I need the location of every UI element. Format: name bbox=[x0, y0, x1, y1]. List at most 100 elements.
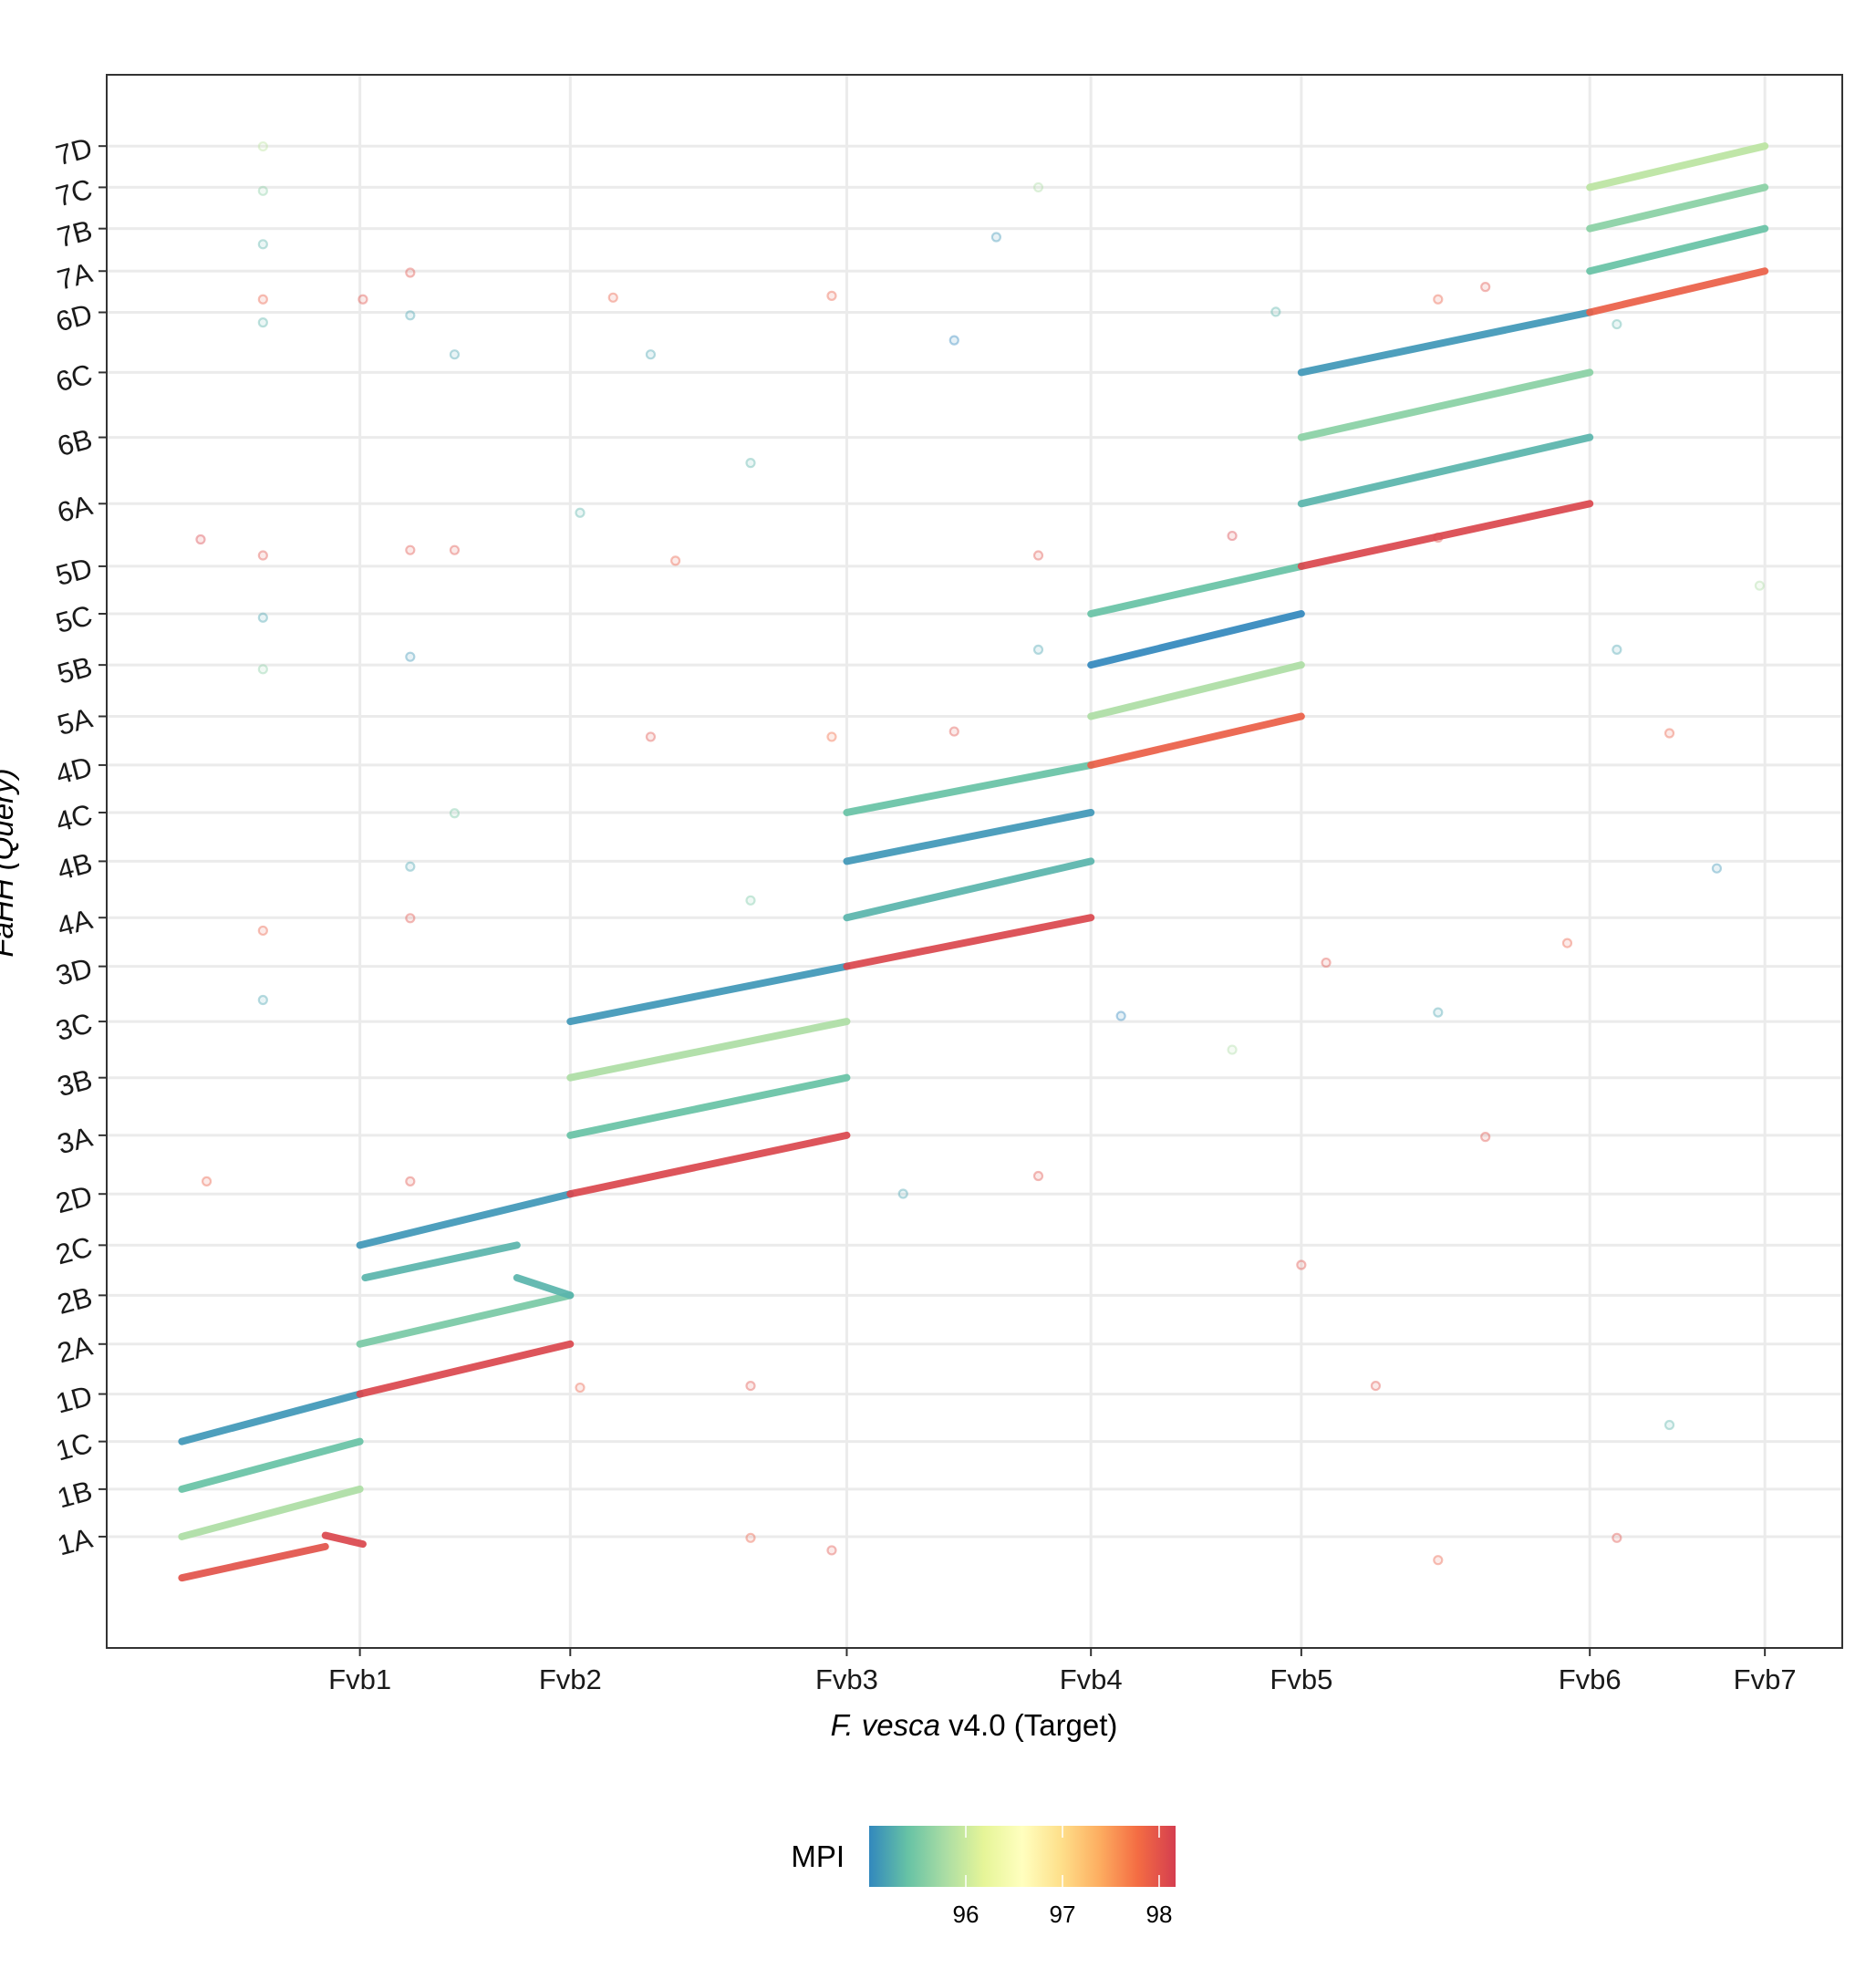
scatter-point bbox=[897, 1188, 908, 1199]
x-tick-label: Fvb3 bbox=[815, 1663, 878, 1695]
alignment-segment bbox=[1297, 368, 1594, 441]
scatter-point bbox=[405, 651, 416, 662]
y-tick-label: 7B bbox=[54, 214, 96, 254]
y-tick-label: 3D bbox=[52, 952, 95, 992]
scatter-point bbox=[645, 731, 657, 742]
y-tick-label: 1D bbox=[52, 1380, 95, 1420]
scatter-point bbox=[405, 913, 416, 924]
y-tick-label: 5D bbox=[52, 552, 95, 592]
y-tick-label: 6C bbox=[52, 357, 95, 398]
alignment-segment bbox=[1087, 712, 1305, 769]
x-tick-label: Fvb1 bbox=[328, 1663, 391, 1695]
scatter-point bbox=[745, 458, 756, 469]
alignment-segment bbox=[566, 962, 851, 1026]
x-axis: Fvb1 Fvb2 Fvb3 Fvb4 Fvb5 Fvb6 Fvb7 bbox=[328, 1648, 1797, 1695]
scatter-point bbox=[405, 1176, 416, 1186]
scatter-point bbox=[1032, 181, 1044, 193]
gridlines bbox=[107, 75, 1842, 1648]
scatter-point bbox=[257, 550, 268, 561]
y-tick-label: 4D bbox=[52, 751, 95, 791]
scatter-point bbox=[257, 185, 268, 196]
scatter-point bbox=[195, 534, 206, 545]
scatter-point bbox=[990, 232, 1001, 243]
scatter-point bbox=[201, 1176, 212, 1186]
y-axis: 1A 1B 1C 1D 2A 2B 2C 2D 3A 3B 3C 3D 4A 4B 4C 4D 5A 5B 5C 5D… bbox=[52, 131, 107, 1562]
scatter-point bbox=[358, 294, 368, 305]
scatter-point bbox=[1115, 1010, 1126, 1021]
alignment-segment bbox=[1297, 308, 1594, 377]
colorbar-tick-label: 96 bbox=[953, 1901, 979, 1928]
scatter-point bbox=[607, 292, 618, 303]
scatter-point bbox=[257, 294, 268, 305]
alignment-segment bbox=[1586, 142, 1769, 192]
alignment-segment bbox=[356, 1190, 575, 1249]
scatter-point bbox=[1270, 306, 1281, 317]
scatter-points bbox=[195, 140, 1765, 1566]
scatter-point bbox=[1612, 644, 1622, 655]
alignment-segment bbox=[843, 808, 1095, 865]
alignment-segment bbox=[1586, 267, 1769, 316]
y-tick-label: 4A bbox=[54, 903, 96, 943]
alignment-segment bbox=[566, 1018, 851, 1082]
scatter-point bbox=[645, 349, 657, 360]
scatter-point bbox=[1227, 530, 1238, 542]
alignment-segment bbox=[566, 1073, 851, 1139]
alignment-segments bbox=[178, 142, 1769, 1582]
y-tick-label: 6A bbox=[54, 489, 96, 529]
scatter-point bbox=[1480, 282, 1491, 293]
scatter-point bbox=[1433, 1555, 1444, 1566]
scatter-point bbox=[449, 544, 461, 555]
alignment-segment bbox=[361, 1241, 521, 1282]
alignment-segment bbox=[843, 857, 1095, 922]
alignment-segment bbox=[843, 914, 1095, 970]
scatter-point bbox=[257, 925, 268, 937]
colorbar-tick-label: 98 bbox=[1146, 1901, 1173, 1928]
scatter-point bbox=[449, 808, 461, 819]
alignment-segment bbox=[178, 1390, 364, 1445]
scatter-point bbox=[1032, 1170, 1044, 1182]
scatter-point bbox=[405, 544, 416, 555]
scatter-point bbox=[1612, 1532, 1622, 1543]
y-tick-label: 6B bbox=[54, 423, 96, 463]
scatter-point bbox=[257, 994, 268, 1006]
y-tick-label: 2D bbox=[52, 1179, 95, 1219]
scatter-point bbox=[745, 1380, 756, 1392]
scatter-point bbox=[405, 861, 416, 872]
y-tick-label: 5B bbox=[54, 650, 96, 690]
scatter-point bbox=[575, 507, 586, 518]
y-tick-label: 5A bbox=[54, 701, 96, 741]
scatter-point bbox=[1032, 644, 1044, 655]
scatter-point bbox=[1227, 1044, 1238, 1055]
alignment-segment bbox=[321, 1531, 367, 1549]
alignment-segment bbox=[1087, 661, 1305, 720]
y-tick-label: 3B bbox=[54, 1063, 96, 1103]
alignment-segment bbox=[1586, 183, 1769, 233]
y-tick-label: 7A bbox=[54, 256, 96, 296]
scatter-point bbox=[1754, 580, 1765, 591]
alignment-segment bbox=[1586, 224, 1769, 275]
colorbar-title: MPI bbox=[791, 1839, 845, 1873]
scatter-point bbox=[670, 555, 681, 566]
alignment-segment bbox=[178, 1485, 364, 1540]
alignment-segment bbox=[1297, 433, 1594, 508]
y-tick-label: 3A bbox=[54, 1121, 96, 1161]
y-tick-label: 7C bbox=[52, 172, 95, 212]
scatter-point bbox=[1711, 863, 1723, 874]
scatter-point bbox=[1664, 1419, 1675, 1431]
alignment-segment bbox=[566, 1131, 851, 1198]
y-tick-label: 1C bbox=[52, 1427, 95, 1467]
scatter-point bbox=[1664, 728, 1675, 739]
alignment-segment bbox=[843, 761, 1095, 816]
alignment-segment bbox=[1297, 500, 1594, 570]
y-tick-label: 3C bbox=[52, 1007, 95, 1047]
y-tick-label: 7D bbox=[52, 131, 95, 171]
y-tick-label: 5C bbox=[52, 599, 95, 639]
scatter-point bbox=[405, 267, 416, 278]
colorbar-legend: MPI 96 97 98 bbox=[791, 1826, 1176, 1928]
scatter-point bbox=[1296, 1259, 1307, 1270]
scatter-point bbox=[257, 612, 268, 623]
alignment-segment bbox=[178, 1437, 364, 1493]
x-tick-label: Fvb5 bbox=[1270, 1663, 1332, 1695]
y-tick-label: 1B bbox=[54, 1475, 96, 1515]
scatter-point bbox=[1370, 1380, 1382, 1392]
